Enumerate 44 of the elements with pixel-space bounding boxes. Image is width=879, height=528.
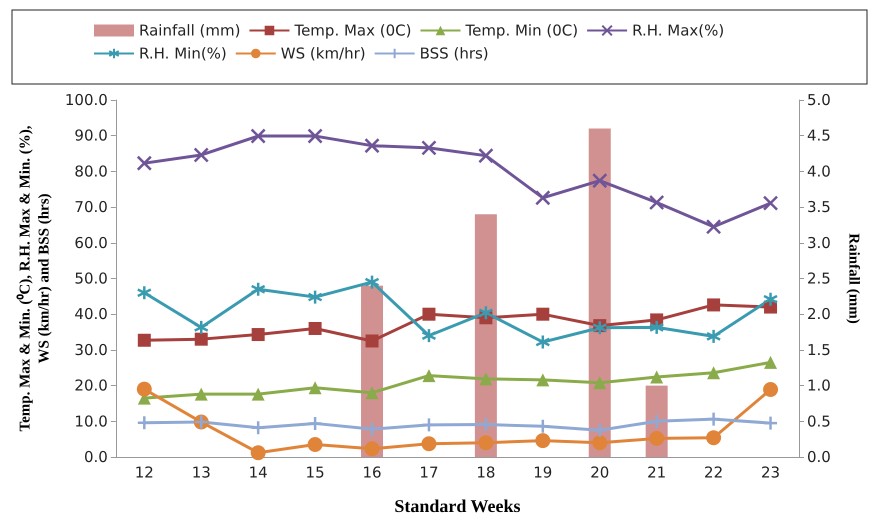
legend-label: R.H. Min(%) [139, 44, 227, 62]
legend-label: R.H. Max(%) [632, 22, 724, 40]
y-tick-label: 10.0 [74, 412, 108, 430]
x-tick-label: 12 [134, 464, 154, 482]
x-tick-label: 16 [362, 464, 382, 482]
x-tick-label: 17 [419, 464, 439, 482]
y-tick-label: 30.0 [74, 340, 108, 359]
y-tick-label: 60.0 [74, 234, 108, 252]
y2-tick-label: 4.5 [807, 126, 831, 145]
y2-tick-label: 2.0 [807, 305, 831, 324]
legend-label: WS (km/hr) [280, 44, 366, 62]
x-tick-label: 15 [306, 464, 325, 482]
y2-tick-label: 0.0 [807, 448, 831, 466]
y2-tick-label: 3.0 [807, 234, 831, 252]
x-tick-label: 20 [590, 464, 610, 482]
x-tick-label: 19 [533, 464, 552, 482]
x-tick-label: 21 [647, 464, 666, 482]
y-tick-label: 90.0 [74, 126, 108, 145]
y2-tick-label: 3.5 [807, 198, 831, 216]
x-tick-label: 23 [760, 464, 780, 482]
y-tick-label: 20.0 [74, 376, 108, 395]
y2-tick-label: 5.0 [807, 91, 831, 109]
legend-label: Temp. Max (0C) [293, 22, 412, 40]
y2-tick-label: 2.5 [807, 270, 831, 288]
x-tick-label: 18 [476, 464, 496, 482]
y-tick-label: 80.0 [74, 162, 108, 180]
legend-label: Rainfall (mm) [139, 22, 240, 40]
y-tick-label: 100.0 [64, 91, 108, 109]
x-tick-label: 22 [704, 464, 724, 482]
y-tick-label: 0.0 [84, 448, 108, 466]
y-tick-label: 50.0 [74, 270, 108, 288]
x-axis-title: Standard Weeks [394, 496, 521, 516]
y-axis-title: Temp. Max & Min. (⁰C), R.H. Max & Min. (%), WS (km/hr) and BSS (hrs) [16, 125, 52, 432]
y2-tick-label: 1.5 [807, 340, 831, 359]
y-tick-label: 40.0 [74, 305, 108, 324]
x-tick-label: 13 [192, 464, 211, 482]
y2-axis-title: Rainfall (mm) [846, 233, 862, 324]
legend-label: Temp. Min (0C) [464, 22, 578, 40]
legend-label: BSS (hrs) [420, 44, 489, 62]
x-tick-label: 14 [248, 464, 268, 482]
y-tick-label: 70.0 [74, 198, 108, 216]
y2-tick-label: 0.5 [807, 412, 831, 430]
y2-tick-label: 1.0 [807, 376, 831, 395]
y2-tick-label: 4.0 [807, 162, 831, 180]
